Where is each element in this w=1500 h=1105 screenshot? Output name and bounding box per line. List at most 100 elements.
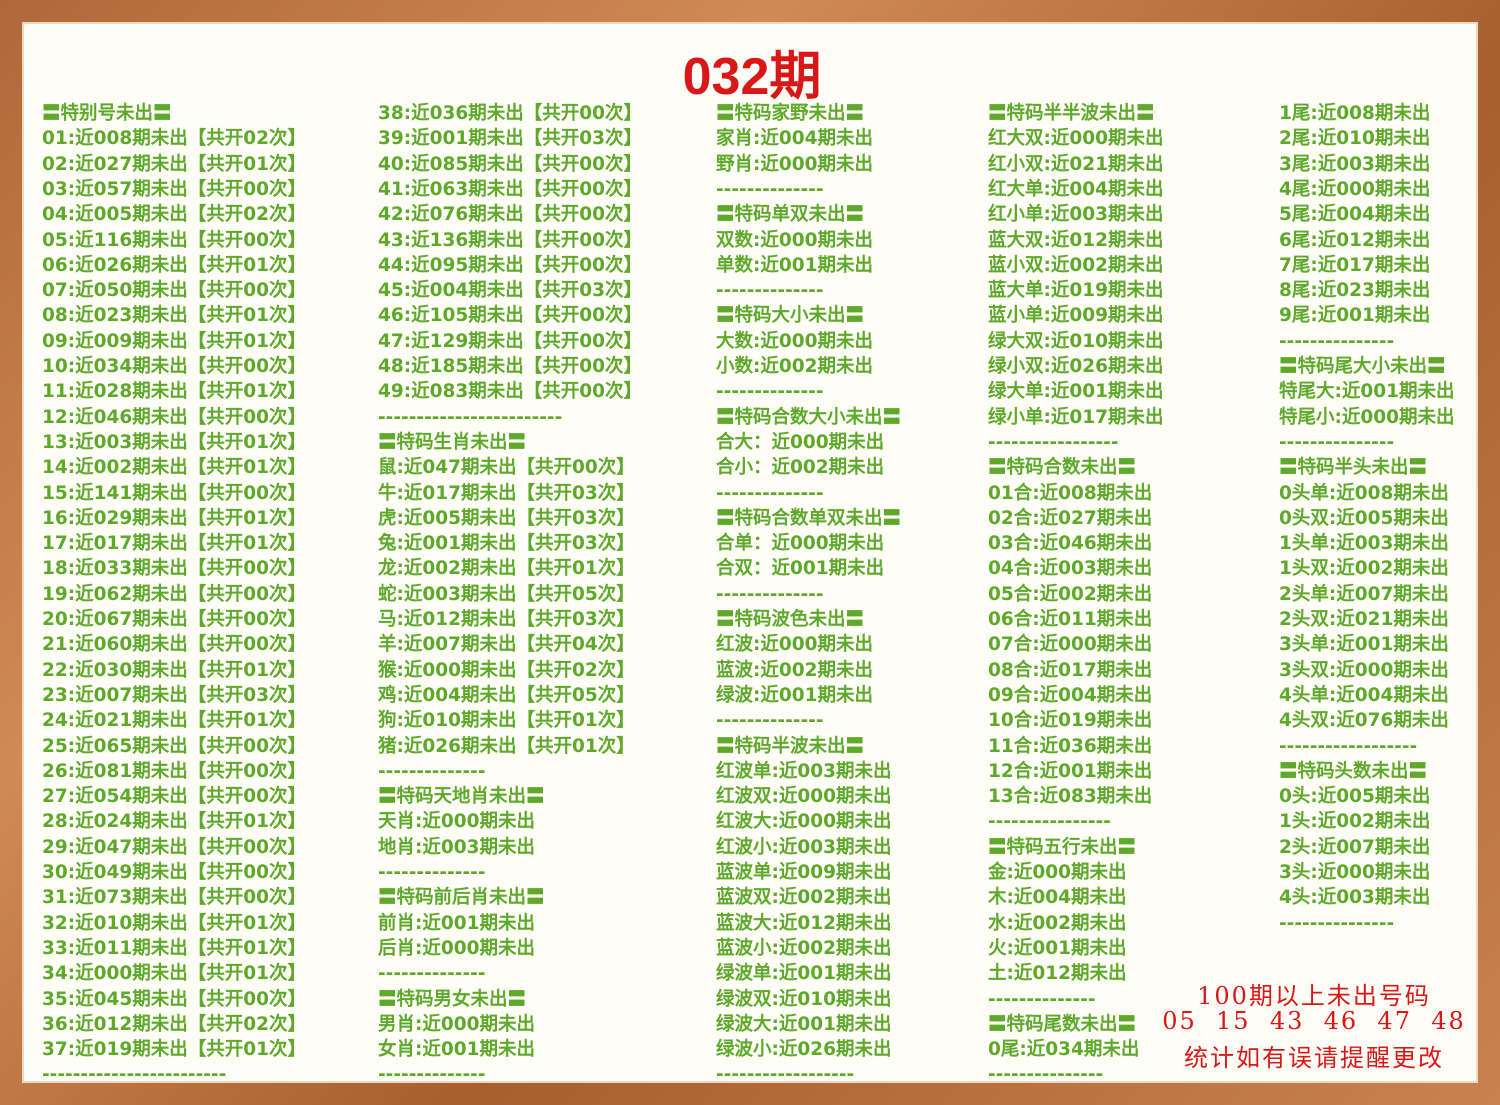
stat-line: 04合:近003期未出 — [988, 558, 1153, 580]
note: 05 15 43 46 47 48 — [1162, 1007, 1466, 1035]
stat-line: 小数:近002期未出 — [716, 356, 874, 377]
stat-line: 鸡:近004期未出【共开05次】 — [378, 684, 635, 706]
stat-line: 红大单:近004期未出 — [988, 178, 1164, 200]
stat-line: 17:近017期未出【共开01次】 — [42, 533, 307, 555]
stat-line: 鼠:近047期未出【共开00次】 — [378, 457, 635, 479]
stat-line: 〓特码合数未出〓 — [988, 457, 1137, 479]
stat-line: 蓝小双:近002期未出 — [988, 254, 1164, 276]
stat-line: 32:近010期未出【共开01次】 — [42, 912, 307, 934]
stat-line: 蓝波大:近012期未出 — [716, 912, 892, 934]
stat-line: 01合:近008期未出 — [988, 482, 1153, 504]
stat-line: 9尾:近001期未出 — [1279, 305, 1431, 327]
stat-line: 10合:近019期未出 — [988, 710, 1153, 732]
stat-line: 〓特码半头未出〓 — [1279, 457, 1428, 479]
stat-line: 3头:近000期未出 — [1279, 862, 1431, 883]
stat-line: 30:近049期未出【共开00次】 — [42, 862, 307, 883]
stat-line: 3头双:近000期未出 — [1279, 659, 1449, 681]
stat-line: 金:近000期未出 — [988, 862, 1127, 883]
stat-line: 8尾:近023期未出 — [1279, 280, 1431, 302]
stat-line: 28:近024期未出【共开01次】 — [42, 811, 307, 833]
stat-line: 40:近085期未出【共开00次】 — [378, 153, 643, 175]
stat-line: 蓝波小:近002期未出 — [716, 937, 892, 959]
stat-line: 2头:近007期未出 — [1279, 836, 1431, 858]
stat-line: 13:近003期未出【共开01次】 — [42, 431, 307, 453]
stat-line: 〓特别号未出〓 — [42, 103, 172, 124]
stat-line: 绿大双:近010期未出 — [988, 330, 1164, 352]
stat-line: --------------- — [1279, 912, 1395, 934]
stat-line: 42:近076期未出【共开00次】 — [378, 204, 643, 226]
stat-line: 04:近005期未出【共开02次】 — [42, 204, 307, 226]
stat-line: 1头双:近002期未出 — [1279, 558, 1449, 580]
stat-line: 猴:近000期未出【共开02次】 — [378, 659, 635, 681]
stat-line: 0头单:近008期未出 — [1279, 482, 1449, 504]
stat-line: 合大：近000期未出 — [716, 431, 885, 453]
stat-line: 猪:近026期未出【共开01次】 — [378, 735, 635, 757]
stat-line: 男肖:近000期未出 — [378, 1013, 536, 1035]
stat-line: 3头单:近001期未出 — [1279, 634, 1449, 656]
stat-line: 20:近067期未出【共开00次】 — [42, 609, 307, 630]
stat-line: 47:近129期未出【共开00次】 — [378, 330, 643, 352]
stat-line: 牛:近017期未出【共开03次】 — [378, 482, 635, 504]
stat-line: 4头双:近076期未出 — [1279, 710, 1449, 732]
stat-line: -------------- — [716, 178, 824, 200]
stat-line: 单数:近001期未出 — [716, 254, 874, 276]
stat-line: 蓝大单:近019期未出 — [988, 280, 1164, 302]
stat-line: 女肖:近001期未出 — [378, 1039, 536, 1061]
stat-line: 02:近027期未出【共开01次】 — [42, 153, 307, 175]
stat-line: 05合:近002期未出 — [988, 583, 1153, 605]
stat-line: 虎:近005期未出【共开03次】 — [378, 507, 635, 529]
stat-line: 〓特码五行未出〓 — [988, 836, 1137, 858]
stat-line: 09合:近004期未出 — [988, 684, 1153, 706]
stat-line: 〓特码天地肖未出〓 — [378, 786, 545, 808]
stat-line: 〓特码前后肖未出〓 — [378, 887, 545, 909]
stat-line: 野肖:近000期未出 — [716, 153, 874, 175]
stat-line: 46:近105期未出【共开00次】 — [378, 305, 643, 327]
stat-line: 绿波大:近001期未出 — [716, 1013, 892, 1035]
stat-line: 07合:近000期未出 — [988, 634, 1153, 656]
stat-line: 6尾:近012期未出 — [1279, 229, 1431, 251]
stat-line: 08:近023期未出【共开01次】 — [42, 305, 307, 327]
stat-line: 3尾:近003期未出 — [1279, 153, 1431, 175]
stat-line: 前肖:近001期未出 — [378, 912, 536, 934]
stat-line: 37:近019期未出【共开01次】 — [42, 1039, 307, 1061]
stat-line: 蛇:近003期未出【共开05次】 — [378, 583, 635, 605]
stat-line: 家肖:近004期未出 — [716, 128, 874, 150]
stat-line: 27:近054期未出【共开00次】 — [42, 786, 307, 808]
stat-line: -------------- — [378, 1064, 486, 1086]
stat-line: 23:近007期未出【共开03次】 — [42, 684, 307, 706]
stat-line: 合小：近002期未出 — [716, 457, 885, 479]
stat-line: 后肖:近000期未出 — [378, 937, 536, 959]
stat-line: 〓特码波色未出〓 — [716, 609, 865, 630]
stat-line: 绿小双:近026期未出 — [988, 356, 1164, 377]
stat-line: 44:近095期未出【共开00次】 — [378, 254, 643, 276]
stat-line: --------------- — [1279, 431, 1395, 453]
stat-line: -------------- — [378, 963, 486, 985]
note: 统计如有误请提醒更改 — [1184, 1044, 1444, 1072]
stat-line: 地肖:近003期未出 — [378, 836, 536, 858]
stat-line: 羊:近007期未出【共开04次】 — [378, 634, 635, 656]
stat-line: 5尾:近004期未出 — [1279, 204, 1431, 226]
stat-line: 39:近001期未出【共开03次】 — [378, 128, 643, 150]
stat-line: 41:近063期未出【共开00次】 — [378, 178, 643, 200]
note: 100期以上未出号码 — [1197, 982, 1431, 1010]
stat-line: 龙:近002期未出【共开01次】 — [378, 558, 635, 580]
stat-line: 红波小:近003期未出 — [716, 836, 892, 858]
stat-line: 特尾大:近001期未出 — [1279, 381, 1455, 403]
stat-line: 〓特码生肖未出〓 — [378, 431, 527, 453]
stat-line: 12:近046期未出【共开00次】 — [42, 406, 307, 428]
stat-line: 09:近009期未出【共开01次】 — [42, 330, 307, 352]
stat-line: 22:近030期未出【共开01次】 — [42, 659, 307, 681]
stat-line: -------------- — [716, 710, 824, 732]
stat-line: 狗:近010期未出【共开01次】 — [378, 710, 635, 732]
stat-line: 合单：近000期未出 — [716, 533, 885, 555]
stat-line: 〓特码合数大小未出〓 — [716, 406, 902, 428]
stat-line: 06:近026期未出【共开01次】 — [42, 254, 307, 276]
stat-line: 绿波:近001期未出 — [716, 684, 874, 706]
stat-line: 〓特码合数单双未出〓 — [716, 507, 902, 529]
stat-line: 2头单:近007期未出 — [1279, 583, 1449, 605]
stat-line: 蓝大双:近012期未出 — [988, 229, 1164, 251]
stat-line: 〓特码单双未出〓 — [716, 204, 865, 226]
stat-line: 31:近073期未出【共开00次】 — [42, 887, 307, 909]
stat-line: 红波:近000期未出 — [716, 634, 874, 656]
